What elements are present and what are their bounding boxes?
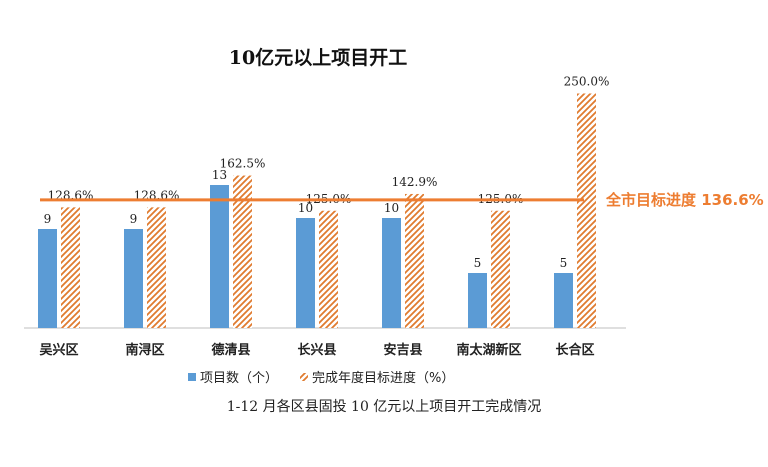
bar-project-count <box>554 273 573 328</box>
bar-target-progress <box>147 207 166 328</box>
x-tick-label: 德清县 <box>211 342 250 358</box>
chart-title: 10亿元以上项目开工 <box>229 46 407 69</box>
data-label-project-count: 5 <box>474 256 482 270</box>
x-tick-label: 安吉县 <box>383 342 422 358</box>
data-label-project-count: 13 <box>212 168 227 182</box>
bar-project-count <box>468 273 487 328</box>
data-label-target-progress: 162.5% <box>220 157 266 171</box>
bar-project-count <box>124 229 143 328</box>
data-label-project-count: 9 <box>44 212 52 226</box>
bar-project-count <box>382 218 401 328</box>
data-label-project-count: 10 <box>298 201 313 215</box>
target-reference-label: 全市目标进度 136.6% <box>605 191 764 209</box>
legend-swatch-target-progress <box>300 373 308 381</box>
bar-target-progress <box>577 93 596 328</box>
data-label-target-progress: 250.0% <box>564 75 610 89</box>
bar-target-progress <box>233 175 252 328</box>
legend-label-target-progress: 完成年度目标进度（%） <box>312 370 454 386</box>
data-label-project-count: 9 <box>130 212 138 226</box>
bar-project-count <box>38 229 57 328</box>
x-tick-label: 吴兴区 <box>39 342 78 358</box>
legend-label-project-count: 项目数（个） <box>200 371 278 386</box>
bar-project-count <box>296 218 315 328</box>
data-label-project-count: 5 <box>560 256 568 270</box>
x-tick-label: 南太湖新区 <box>456 342 521 358</box>
legend-swatch-project-count <box>188 373 196 381</box>
legend: 项目数（个） 完成年度目标进度（%） <box>188 370 454 386</box>
x-tick-label: 南浔区 <box>125 342 164 358</box>
bar-target-progress <box>61 207 80 328</box>
x-tick-label: 长合区 <box>555 342 594 358</box>
bar-target-progress <box>405 193 424 328</box>
x-tick-label: 长兴县 <box>297 342 336 358</box>
bar-project-count <box>210 185 229 328</box>
data-label-project-count: 10 <box>384 201 399 215</box>
figure-caption: 1-12 月各区县固投 10 亿元以上项目开工完成情况 <box>226 399 542 415</box>
bar-target-progress <box>319 210 338 328</box>
data-label-target-progress: 142.9% <box>392 175 438 189</box>
bar-target-progress <box>491 210 510 328</box>
